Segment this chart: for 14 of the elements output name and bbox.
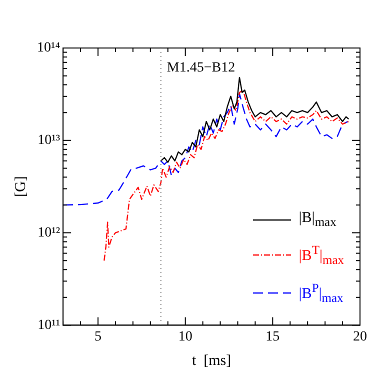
- y-tick-label: 10¹⁴: [37, 40, 60, 56]
- x-tick-label: 15: [266, 329, 280, 344]
- legend-label: |B$^{T}$|$_{max}$: [298, 242, 344, 269]
- y-tick-label: 10¹²: [38, 225, 60, 240]
- x-tick-label: 5: [94, 329, 102, 344]
- y-tick-label: 10¹¹: [38, 318, 60, 333]
- x-tick-label: 20: [353, 329, 367, 344]
- y-axis-title: [G]: [12, 176, 29, 198]
- y-tick-label: 10¹³: [38, 133, 60, 148]
- annotation: M1.45−B12: [166, 60, 236, 76]
- legend-label: |B|$_{max}$: [298, 209, 336, 231]
- x-axis-title: t [ms]: [192, 352, 232, 369]
- legend-label: |B$^{P}$|$_{max}$: [298, 280, 344, 307]
- x-tick-label: 10: [178, 329, 192, 344]
